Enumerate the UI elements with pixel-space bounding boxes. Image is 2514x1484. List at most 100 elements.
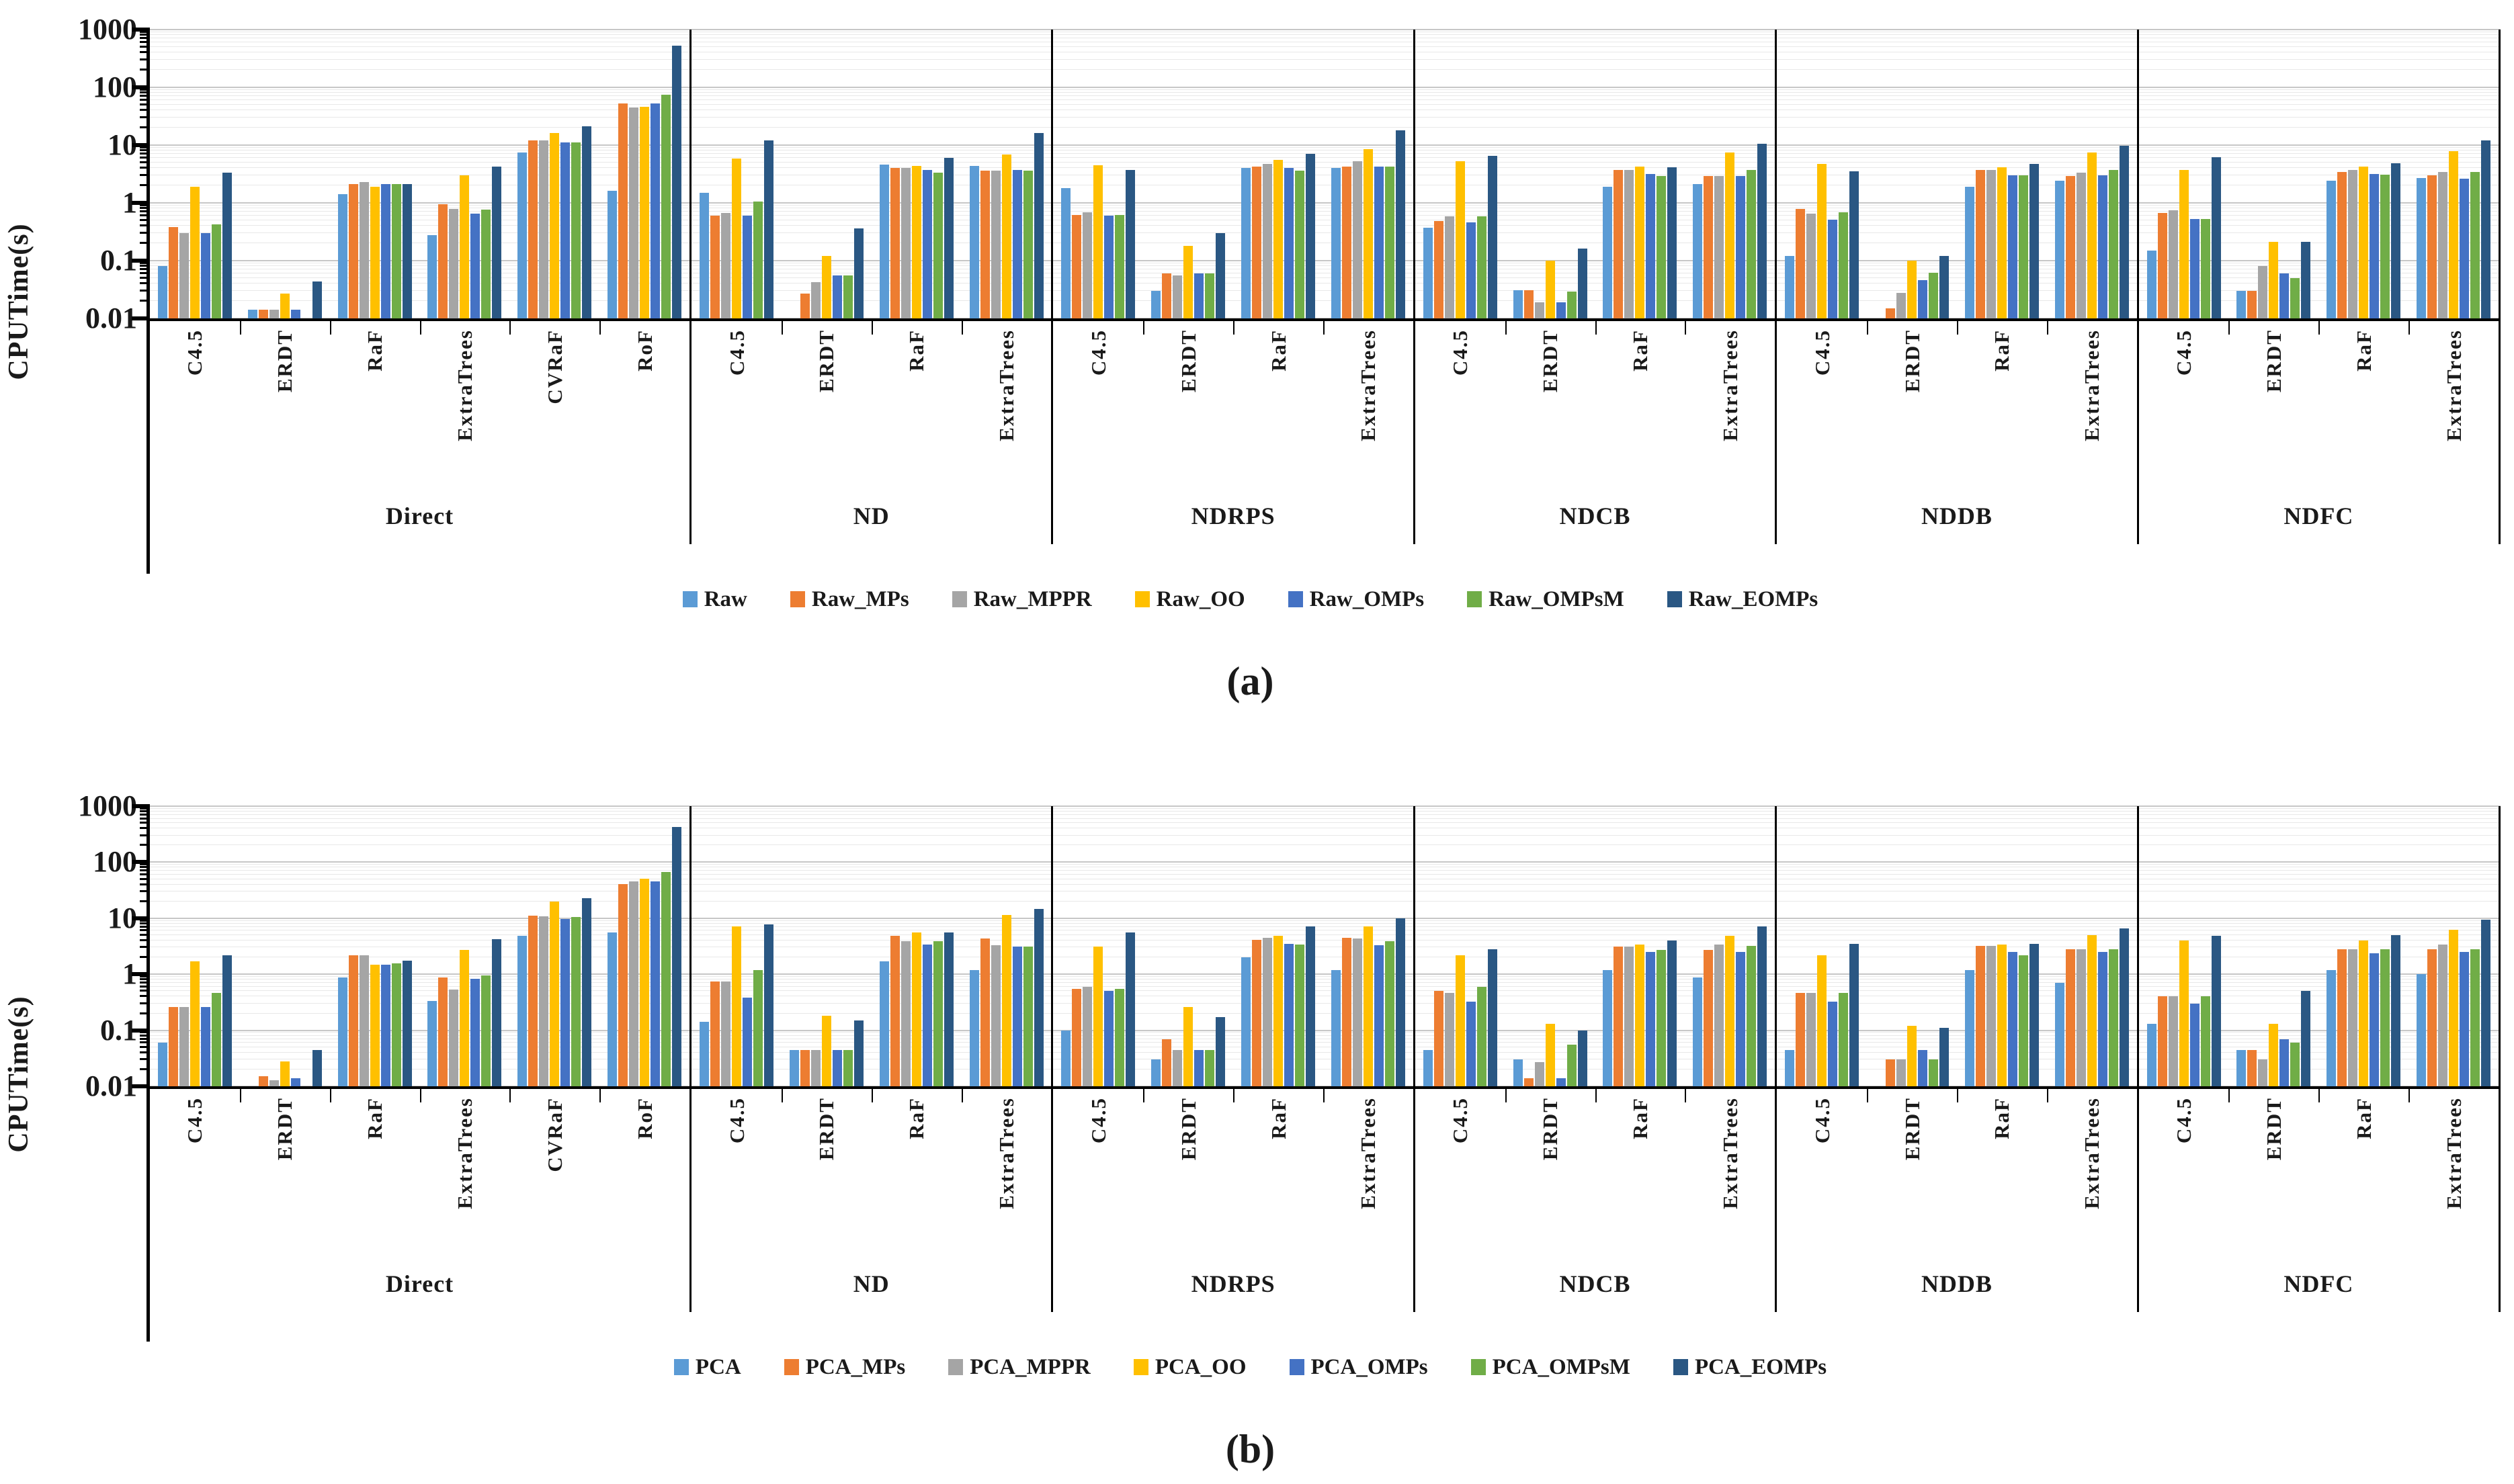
y-axis-tick [132, 28, 150, 32]
category-separator-tick [1595, 321, 1597, 335]
bar [2290, 277, 2300, 318]
bar [337, 977, 347, 1086]
category-separator-tick [2408, 1089, 2411, 1102]
bar [810, 281, 821, 318]
bar [1693, 184, 1703, 318]
bar [911, 165, 921, 318]
bar [157, 266, 167, 318]
bar [1023, 947, 1033, 1086]
bar [528, 916, 538, 1086]
category-cell: ERDT [782, 1089, 872, 1256]
y-axis-tick [140, 1012, 150, 1014]
bar [1513, 290, 1523, 318]
y-axis-tick [140, 990, 150, 992]
legend-label: Raw [704, 586, 747, 611]
y-axis-tick [140, 95, 150, 97]
legend-swatch [790, 591, 805, 607]
bar [2481, 919, 2491, 1086]
y-axis-tick [140, 261, 150, 264]
y-axis-tick [140, 34, 150, 36]
bar [2301, 991, 2311, 1086]
y-axis-tick [140, 30, 150, 33]
y-axis-tick [140, 224, 150, 227]
category-cell: RaF [2318, 321, 2408, 488]
bar [280, 293, 290, 318]
bar [1757, 144, 1767, 318]
bar-group-extratrees [420, 30, 510, 318]
bar [157, 1043, 167, 1086]
bar [2327, 969, 2337, 1086]
gridline [150, 34, 2501, 36]
bar [2157, 996, 2167, 1086]
bar [2076, 173, 2086, 318]
gridline [150, 99, 2501, 101]
gridline [150, 900, 2501, 902]
category-cell: ExtraTrees [420, 321, 510, 488]
bar [1828, 220, 1838, 318]
gridline [150, 1068, 2501, 1070]
gridline [150, 69, 2501, 71]
bar [190, 961, 200, 1086]
bar [571, 142, 581, 318]
bar [1241, 957, 1251, 1086]
bar [427, 1001, 437, 1086]
gridline [150, 87, 2501, 88]
bar [853, 228, 864, 318]
bar-group-c4.5 [1415, 30, 1505, 318]
category-label: CVRaF [542, 1097, 567, 1172]
bar [2380, 949, 2390, 1086]
bar-group-raf [2318, 806, 2408, 1086]
category-separator-tick [599, 1089, 601, 1102]
bar [1433, 991, 1443, 1086]
category-label: ERDT [1538, 1097, 1562, 1161]
y-axis-title: CPUTime(s) [3, 223, 34, 380]
category-cell: ExtraTrees [2408, 1089, 2499, 1256]
bar [1635, 166, 1645, 318]
category-cell: ERDT [782, 321, 872, 488]
bar [700, 192, 709, 318]
gridline [150, 103, 2501, 105]
category-cell: ERDT [240, 321, 330, 488]
bar [2290, 1043, 2300, 1086]
section-ndrps: C4.5 ERDT RaF ExtraTrees NDRPS [1053, 806, 1415, 1312]
y-axis-tick [140, 69, 150, 71]
y-axis-tick [140, 1034, 150, 1037]
category-cell: ExtraTrees [420, 1089, 510, 1256]
bar [1263, 937, 1273, 1086]
bar [2236, 1049, 2247, 1086]
category-cell: RaF [1957, 321, 2047, 488]
y-axis-tick [132, 143, 150, 147]
bar [800, 293, 810, 318]
section-label-row: Direct [150, 1256, 689, 1312]
category-row: C4.5 ERDT RaF ExtraTrees [1053, 321, 1413, 488]
bar [211, 992, 221, 1086]
category-cell: RaF [330, 321, 420, 488]
gridline [150, 940, 2501, 941]
category-label: ExtraTrees [2441, 329, 2466, 441]
bar [312, 281, 322, 318]
bar [1556, 302, 1566, 318]
bar [1896, 1059, 1907, 1086]
bar [1001, 154, 1011, 318]
category-cell: ERDT [1505, 1089, 1595, 1256]
section-label: NDRPS [1191, 503, 1275, 529]
bar [2168, 996, 2178, 1086]
y-axis-tick [140, 242, 150, 245]
category-separator-tick [2228, 1089, 2230, 1102]
category-cell: C4.5 [692, 1089, 782, 1256]
section-label-row: Direct [150, 488, 689, 544]
y-axis-tick [140, 1037, 150, 1040]
bar [2018, 175, 2028, 318]
category-separator-tick [1143, 1089, 1145, 1102]
bar-group-erdt [1867, 806, 1957, 1086]
bars-row [150, 30, 689, 318]
category-label: C4.5 [1810, 329, 1834, 376]
bar-group-extratrees [2047, 30, 2137, 318]
bar [492, 939, 502, 1086]
bar [1162, 273, 1172, 318]
bar-group-raf [1957, 30, 2047, 318]
category-label: RaF [2351, 1097, 2376, 1139]
bar [832, 1049, 842, 1086]
bar-group-erdt [240, 806, 330, 1086]
y-axis-tick [140, 265, 150, 267]
